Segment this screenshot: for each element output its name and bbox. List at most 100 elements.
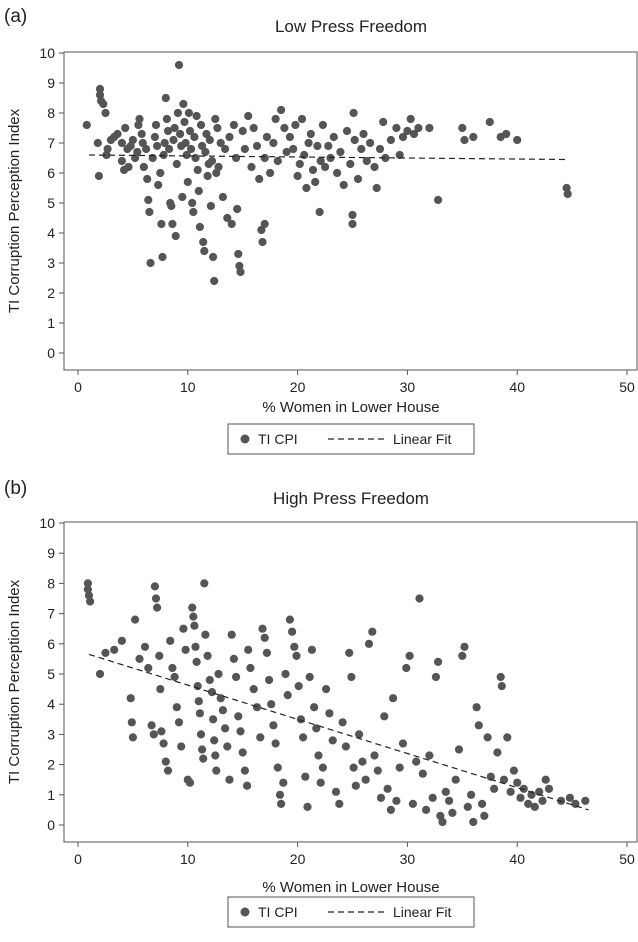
data-point: [168, 663, 177, 673]
legend-marker: [240, 434, 250, 444]
data-point: [307, 645, 316, 654]
chart-title: Low Press Freedom: [275, 17, 427, 36]
data-point: [236, 267, 245, 277]
data-point: [166, 636, 175, 645]
data-point: [207, 688, 217, 697]
y-tick-label: 2: [47, 757, 55, 773]
data-point: [485, 117, 494, 127]
data-point: [364, 639, 374, 648]
data-point: [301, 772, 310, 781]
data-point: [160, 138, 169, 148]
data-point: [195, 222, 204, 232]
data-point: [516, 793, 525, 802]
data-point: [202, 129, 211, 139]
data-point: [316, 778, 325, 787]
data-point: [372, 183, 381, 193]
data-point: [170, 123, 179, 133]
data-point: [154, 180, 163, 190]
data-point: [194, 186, 203, 196]
data-point: [191, 642, 200, 651]
data-point: [193, 682, 202, 691]
data-point: [260, 219, 269, 229]
data-point: [348, 210, 357, 220]
x-tick-label: 0: [74, 379, 82, 395]
y-tick-label: 1: [47, 787, 55, 803]
data-point: [157, 219, 166, 229]
x-tick-label: 20: [290, 851, 306, 867]
data-point: [258, 237, 267, 247]
data-point: [198, 141, 207, 151]
data-point: [493, 748, 502, 757]
data-point: [159, 150, 168, 160]
panel-a: (a) Low Press Freedom 0 1 2 3 4 5 6 7 8 9 10 0 10 20 30 4…: [4, 6, 638, 455]
data-point: [94, 171, 103, 181]
data-point: [151, 594, 161, 603]
data-point: [486, 772, 495, 781]
data-point: [163, 126, 173, 136]
data-point: [174, 718, 184, 727]
data-point: [273, 763, 282, 772]
y-tick-label: 3: [47, 726, 55, 742]
data-point: [135, 114, 144, 124]
data-point: [103, 144, 112, 154]
data-point: [513, 778, 522, 787]
y-axis-label: TI Corruption Perception Index: [6, 108, 23, 313]
data-point: [403, 126, 412, 136]
data-point: [234, 249, 243, 259]
data-point: [177, 742, 186, 751]
data-point: [373, 766, 382, 775]
data-point: [271, 739, 280, 748]
data-point: [86, 597, 95, 606]
data-point: [359, 129, 368, 139]
data-point: [128, 733, 137, 742]
data-point: [179, 624, 188, 633]
data-point: [210, 276, 219, 286]
y-tick-label: 6: [47, 636, 55, 652]
data-point: [467, 790, 476, 799]
data-point: [306, 129, 315, 139]
data-point: [156, 685, 165, 694]
data-point: [398, 739, 408, 748]
data-point: [351, 781, 360, 790]
data-point: [269, 138, 278, 148]
data-point: [469, 817, 478, 827]
data-point: [236, 727, 245, 736]
data-point: [223, 742, 232, 751]
data-point: [190, 621, 199, 630]
data-point: [150, 582, 159, 591]
data-point: [187, 144, 196, 154]
data-point: [169, 135, 178, 145]
data-point: [318, 763, 327, 772]
y-tick-label: 9: [47, 75, 55, 91]
data-point: [299, 733, 308, 742]
data-point: [194, 697, 203, 706]
data-point: [173, 108, 182, 118]
plot-frame: [63, 51, 638, 371]
data-point: [405, 651, 414, 661]
panel-label: (a): [4, 6, 27, 27]
data-point: [199, 237, 208, 247]
x-axis: 0 10 20 30 40 50: [74, 842, 635, 867]
data-point: [189, 207, 198, 217]
data-point: [425, 123, 434, 133]
data-point: [266, 168, 275, 178]
data-point: [221, 724, 230, 733]
x-tick-label: 40: [509, 379, 525, 395]
data-point: [333, 168, 342, 178]
data-point: [297, 114, 307, 124]
data-point: [338, 718, 347, 727]
legend-entry-ti-cpi: TI CPI: [258, 904, 298, 920]
data-point: [329, 132, 338, 142]
data-point: [201, 147, 210, 157]
data-point: [249, 685, 258, 694]
data-point: [342, 126, 352, 136]
data-point: [201, 630, 210, 639]
data-point: [168, 219, 177, 229]
data-point: [398, 132, 408, 142]
data-point: [189, 612, 198, 621]
data-point: [458, 651, 467, 661]
data-point: [213, 123, 222, 133]
data-point: [519, 784, 528, 793]
data-point: [142, 144, 151, 154]
data-point: [353, 174, 363, 184]
